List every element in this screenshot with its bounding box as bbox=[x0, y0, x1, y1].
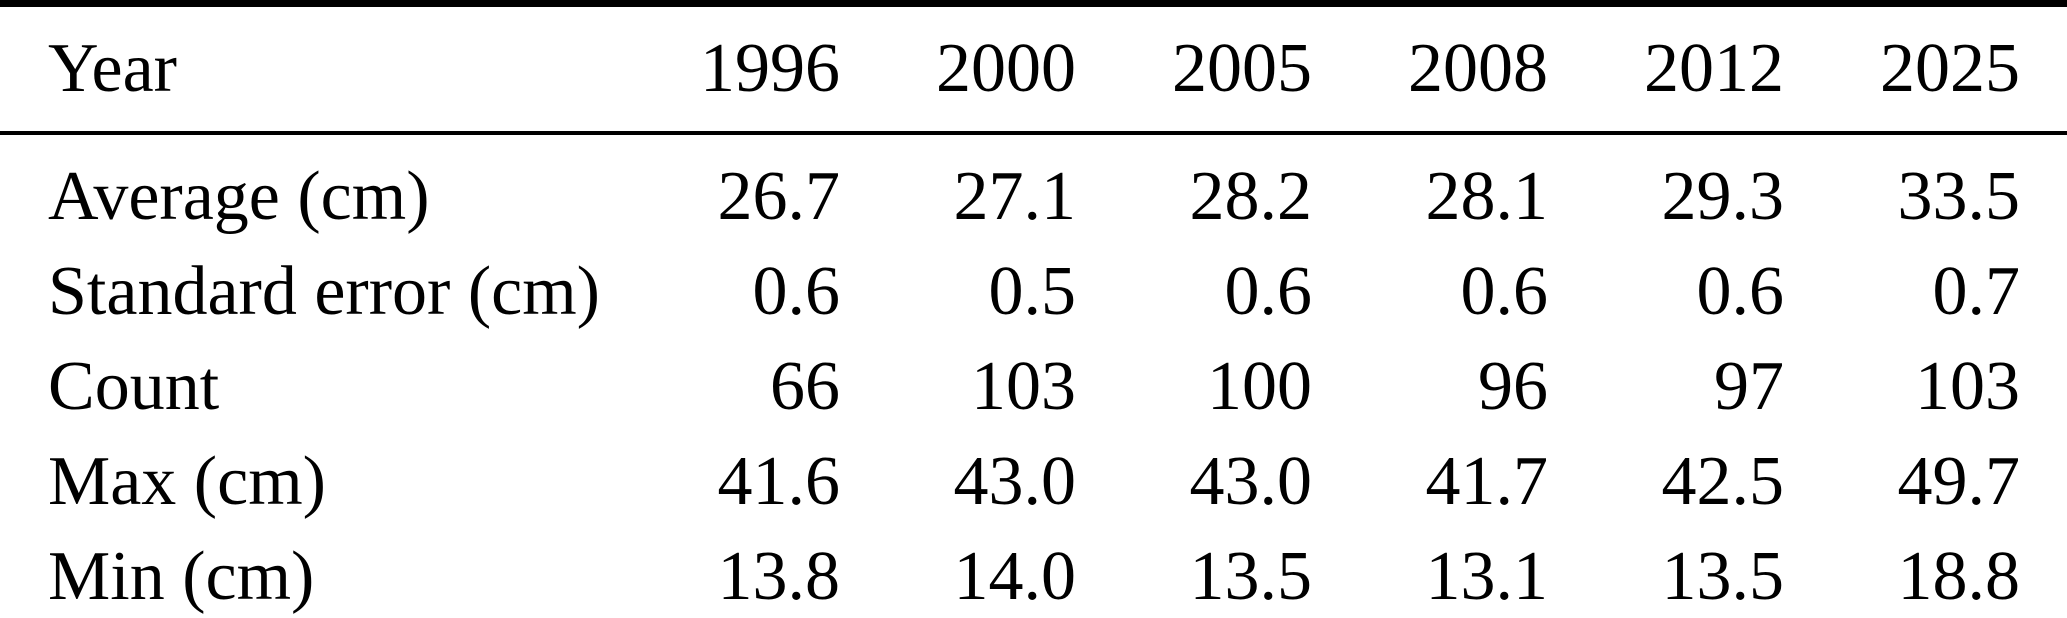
cell-min-2025: 18.8 bbox=[1897, 537, 2021, 615]
cell-stderr-2008: 0.6 bbox=[1460, 252, 1549, 330]
cell-max-2008: 41.7 bbox=[1425, 442, 1549, 520]
cell-max-2000: 43.0 bbox=[953, 442, 1077, 520]
row-label-count: Count bbox=[48, 347, 220, 425]
table-row-count: Count 66 103 100 96 97 103 bbox=[0, 339, 2067, 434]
cell-average-1996: 26.7 bbox=[717, 157, 841, 235]
table-row-standard-error: Standard error (cm) 0.6 0.5 0.6 0.6 0.6 … bbox=[0, 244, 2067, 339]
cell-count-2005: 100 bbox=[1207, 347, 1312, 425]
row-label-average: Average (cm) bbox=[48, 157, 430, 235]
cell-stderr-2012: 0.6 bbox=[1696, 252, 1785, 330]
cell-average-2012: 29.3 bbox=[1661, 157, 1785, 235]
column-header-2012: 2012 bbox=[1548, 3, 1784, 135]
cell-min-2008: 13.1 bbox=[1425, 537, 1549, 615]
cell-min-2005: 13.5 bbox=[1189, 537, 1313, 615]
cell-average-2005: 28.2 bbox=[1189, 157, 1313, 235]
cell-count-1996: 66 bbox=[770, 347, 840, 425]
cell-min-2012: 13.5 bbox=[1661, 537, 1785, 615]
column-header-2005: 2005 bbox=[1076, 3, 1312, 135]
cell-stderr-2000: 0.5 bbox=[988, 252, 1077, 330]
cell-min-2000: 14.0 bbox=[953, 537, 1077, 615]
row-label-max: Max (cm) bbox=[48, 442, 326, 520]
cell-count-2025: 103 bbox=[1915, 347, 2020, 425]
header-row: Year 1996 2000 2005 2008 2012 2025 bbox=[0, 3, 2067, 135]
header-label-year: Year bbox=[0, 3, 604, 135]
column-header-2025: 2025 bbox=[1784, 3, 2067, 135]
column-header-2008: 2008 bbox=[1312, 3, 1548, 135]
cell-min-1996: 13.8 bbox=[717, 537, 841, 615]
cell-count-2008: 96 bbox=[1478, 347, 1548, 425]
cell-stderr-1996: 0.6 bbox=[752, 252, 841, 330]
table-row-average: Average (cm) 26.7 27.1 28.2 28.1 29.3 33… bbox=[0, 133, 2067, 244]
table-row-min: Min (cm) 13.8 14.0 13.5 13.1 13.5 18.8 bbox=[0, 529, 2067, 618]
cell-max-2012: 42.5 bbox=[1661, 442, 1785, 520]
cell-stderr-2025: 0.7 bbox=[1932, 252, 2021, 330]
cell-count-2012: 97 bbox=[1714, 347, 1784, 425]
cell-max-2025: 49.7 bbox=[1897, 442, 2021, 520]
column-header-1996: 1996 bbox=[604, 3, 840, 135]
table-row-max: Max (cm) 41.6 43.0 43.0 41.7 42.5 49.7 bbox=[0, 434, 2067, 529]
cell-average-2008: 28.1 bbox=[1425, 157, 1549, 235]
cell-count-2000: 103 bbox=[971, 347, 1076, 425]
column-header-2000: 2000 bbox=[840, 3, 1076, 135]
cell-max-2005: 43.0 bbox=[1189, 442, 1313, 520]
cell-average-2000: 27.1 bbox=[953, 157, 1077, 235]
cell-stderr-2005: 0.6 bbox=[1224, 252, 1313, 330]
cell-average-2025: 33.5 bbox=[1897, 157, 2021, 235]
row-label-standard-error: Standard error (cm) bbox=[48, 252, 600, 330]
row-label-min: Min (cm) bbox=[48, 537, 315, 615]
cell-max-1996: 41.6 bbox=[717, 442, 841, 520]
